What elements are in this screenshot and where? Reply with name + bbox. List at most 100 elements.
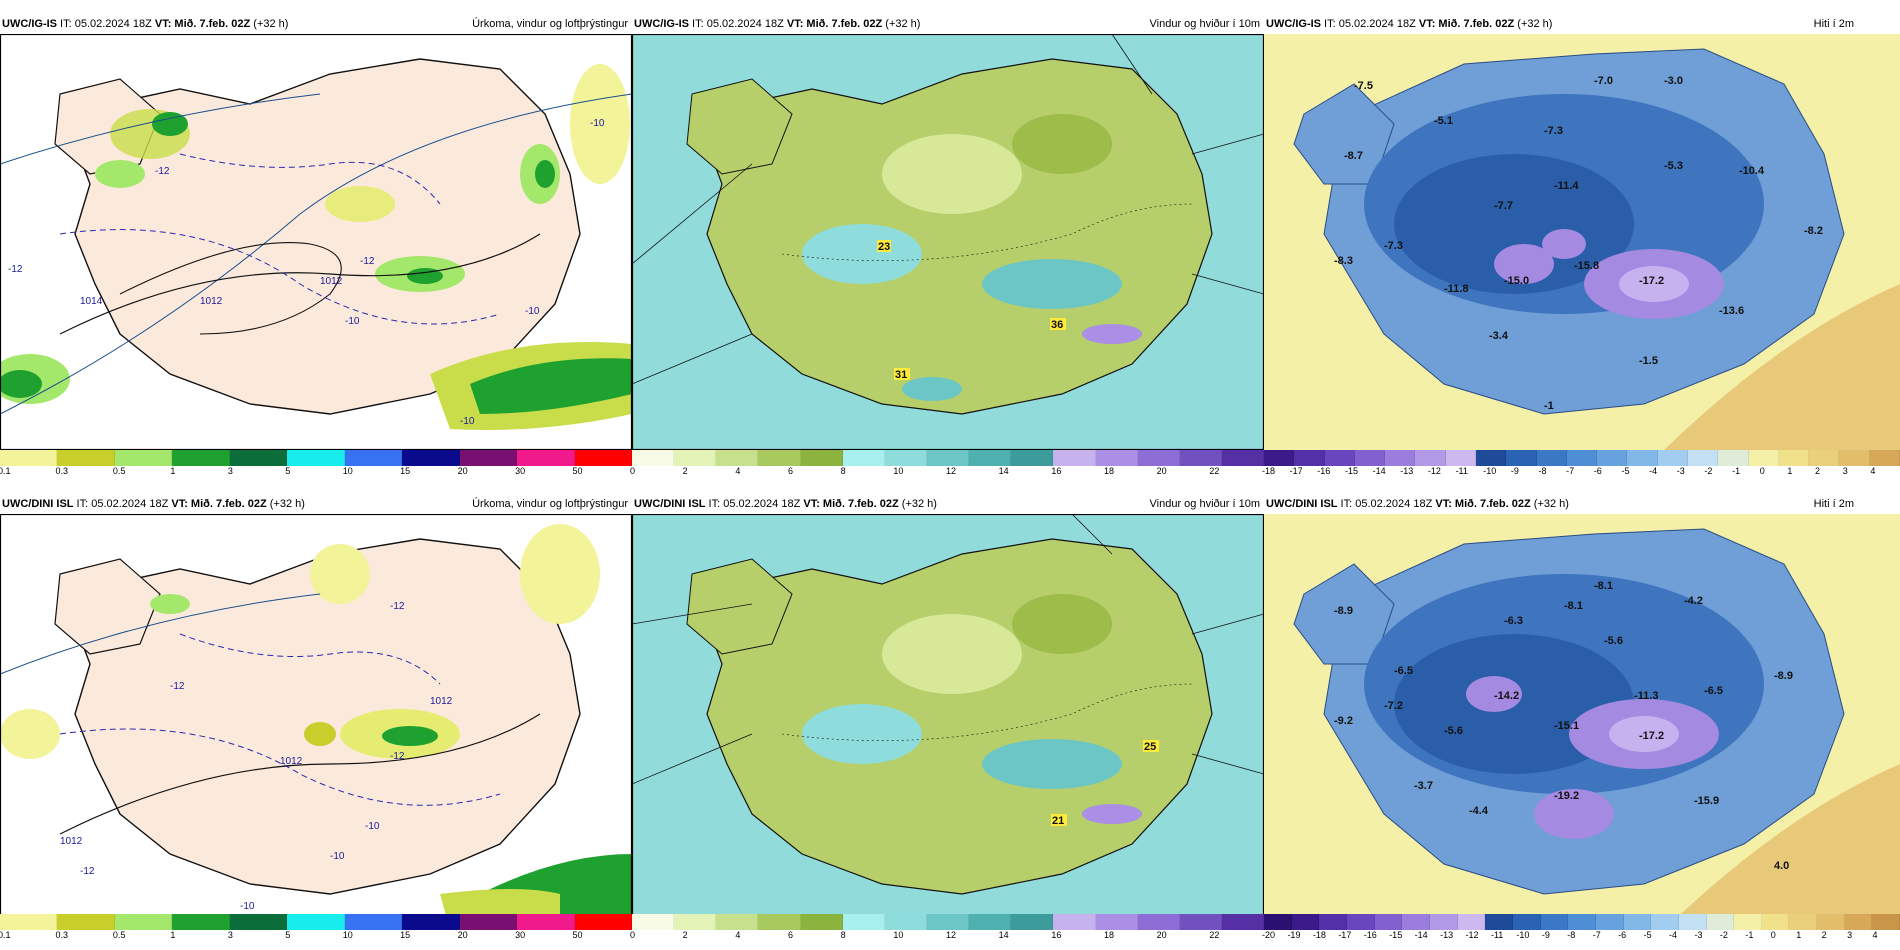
temp-label: -15.8 [1574, 260, 1599, 272]
colorbar-swatch [1627, 450, 1658, 466]
colorbar-tick-label: 16 [1051, 930, 1062, 940]
colorbar-swatch [842, 450, 885, 466]
colorbar-tick-label: -14 [1372, 466, 1386, 476]
colorbar-swatch [1294, 450, 1325, 466]
colorbar-swatch [1869, 450, 1900, 466]
colorbar-swatch [884, 914, 927, 930]
wind-colorbar [632, 914, 1265, 930]
temp-label: -3.4 [1489, 330, 1509, 342]
valid-time: VT: Mið. 7.feb. 02Z [171, 498, 267, 510]
row1-wind-panel: UWC/IG-IS IT: 05.02.2024 18Z VT: Mið. 7.… [630, 14, 1265, 476]
colorbar-swatch [517, 914, 575, 930]
init-time: IT: 05.02.2024 18Z [73, 498, 172, 510]
colorbar-tick-label: 12 [946, 930, 957, 940]
colorbar-swatch [344, 450, 403, 466]
colorbar-tick-label: 4 [1872, 930, 1878, 940]
temp-label: -6.5 [1704, 685, 1723, 697]
temp-label: -5.3 [1664, 160, 1683, 172]
colorbar-swatch [1872, 914, 1900, 930]
temp-label: -7.3 [1384, 240, 1403, 252]
temp-label: -8.2 [1804, 225, 1823, 237]
precip-colorbar [0, 914, 632, 930]
colorbar-tick-label: 2 [1821, 930, 1827, 940]
temp-label: -15.1 [1554, 720, 1579, 732]
temp-label: -3.7 [1414, 780, 1433, 792]
svg-text:-10: -10 [240, 901, 255, 912]
colorbar-tick-label: -1 [1745, 930, 1754, 940]
row2-precip-panel: UWC/DINI ISL IT: 05.02.2024 18Z VT: Mið.… [0, 494, 632, 948]
temp-label: -7.7 [1494, 200, 1513, 212]
colorbar-swatch [1402, 914, 1430, 930]
colorbar-tick-label: 0 [1770, 930, 1776, 940]
colorbar-tick-label: 20 [1156, 466, 1167, 476]
panel-title: UWC/IG-IS IT: 05.02.2024 18Z VT: Mið. 7.… [1264, 14, 1900, 34]
run-info: UWC/DINI ISL IT: 05.02.2024 18Z VT: Mið.… [1266, 494, 1569, 514]
temp-label: -15.0 [1504, 275, 1529, 287]
colorbar-swatch [632, 450, 675, 466]
svg-text:-12: -12 [80, 866, 95, 877]
colorbar-swatch [1319, 914, 1347, 930]
temp-label: -19.2 [1554, 790, 1579, 802]
colorbar-swatch [969, 450, 1012, 466]
colorbar-tick-label: -16 [1317, 466, 1331, 476]
colorbar-tick-label: 0 [630, 930, 636, 940]
colorbar-tick-label: 50 [572, 466, 583, 476]
run-info: UWC/IG-IS IT: 05.02.2024 18Z VT: Mið. 7.… [634, 14, 920, 34]
valid-time: VT: Mið. 7.feb. 02Z [1435, 498, 1531, 510]
colorbar-tick-label: -17 [1289, 466, 1303, 476]
row1-precip-panel: UWC/IG-IS IT: 05.02.2024 18Z VT: Mið. 7.… [0, 14, 632, 476]
svg-text:1014: 1014 [80, 296, 103, 307]
colorbar-tick-label: 3 [1847, 930, 1853, 940]
colorbar-swatch [1568, 914, 1596, 930]
temp-label: -7.5 [1354, 80, 1373, 92]
colorbar-tick-label: 2 [682, 930, 688, 940]
colorbar-tick-label: -9 [1510, 466, 1519, 476]
colorbar-swatch [1264, 914, 1292, 930]
colorbar-swatch [229, 914, 288, 930]
colorbar-tick-label: -13 [1440, 930, 1454, 940]
temp-label: -9.2 [1334, 715, 1353, 727]
colorbar-swatch [0, 914, 58, 930]
colorbar-swatch [1506, 450, 1537, 466]
wind-colorbar-ticks: 0 2 4 6 8 10 12 14 16 18 20 22 [630, 930, 1264, 942]
precip-map: 1012 1012 1012 -12 -12 -12 -10 -10 -10 -… [0, 514, 632, 930]
colorbar-tick-label: -2 [1719, 930, 1728, 940]
colorbar-swatch [114, 450, 173, 466]
colorbar-swatch [1512, 914, 1541, 930]
panel-title: UWC/IG-IS IT: 05.02.2024 18Z VT: Mið. 7.… [0, 14, 632, 34]
init-time: IT: 05.02.2024 18Z [57, 18, 155, 30]
init-time: IT: 05.02.2024 18Z [1321, 18, 1419, 30]
colorbar-swatch [1445, 450, 1476, 466]
colorbar-swatch [402, 914, 460, 930]
lead-time: (+32 h) [1530, 498, 1569, 510]
valid-time: VT: Mið. 7.feb. 02Z [154, 18, 251, 30]
colorbar-tick-label: -12 [1427, 466, 1441, 476]
colorbar-swatch [1264, 450, 1295, 466]
colorbar-tick-label: -5 [1621, 466, 1630, 476]
colorbar-tick-label: 1 [1796, 930, 1802, 940]
gust-label: 25 [1144, 741, 1156, 753]
lead-time: (+32 h) [882, 18, 921, 30]
colorbar-swatch [172, 450, 230, 466]
colorbar-tick-label: -19 [1287, 930, 1301, 940]
temp-label: -1.5 [1639, 355, 1658, 367]
colorbar-swatch [344, 914, 403, 930]
precip-colorbar-ticks: 0.1 0.3 0.5 1 3 5 10 15 20 30 50 [0, 466, 632, 478]
field-title: Vindur og hviður í 10m [1149, 498, 1260, 510]
colorbar-swatch [1011, 914, 1054, 930]
colorbar-tick-label: 14 [998, 930, 1009, 940]
colorbar-tick-label: -5 [1643, 930, 1652, 940]
init-time: IT: 05.02.2024 18Z [705, 498, 804, 510]
row1-temp-panel: UWC/IG-IS IT: 05.02.2024 18Z VT: Mið. 7.… [1262, 14, 1900, 476]
model-name: UWC/IG-IS [2, 18, 57, 30]
colorbar-swatch [1475, 450, 1507, 466]
colorbar-tick-label: -11 [1490, 930, 1504, 940]
colorbar-swatch [1053, 450, 1096, 466]
temp-map: -7.5 -5.1 -8.7 -7.3 -7.0 -3.0 -5.3 -10.4… [1264, 34, 1900, 450]
temp-label: -7.3 [1544, 125, 1563, 137]
colorbar-swatch [1053, 914, 1096, 930]
colorbar-swatch [287, 914, 345, 930]
colorbar-swatch [574, 450, 632, 466]
colorbar-tick-label: -10 [1483, 466, 1497, 476]
colorbar-tick-label: 10 [342, 466, 353, 476]
